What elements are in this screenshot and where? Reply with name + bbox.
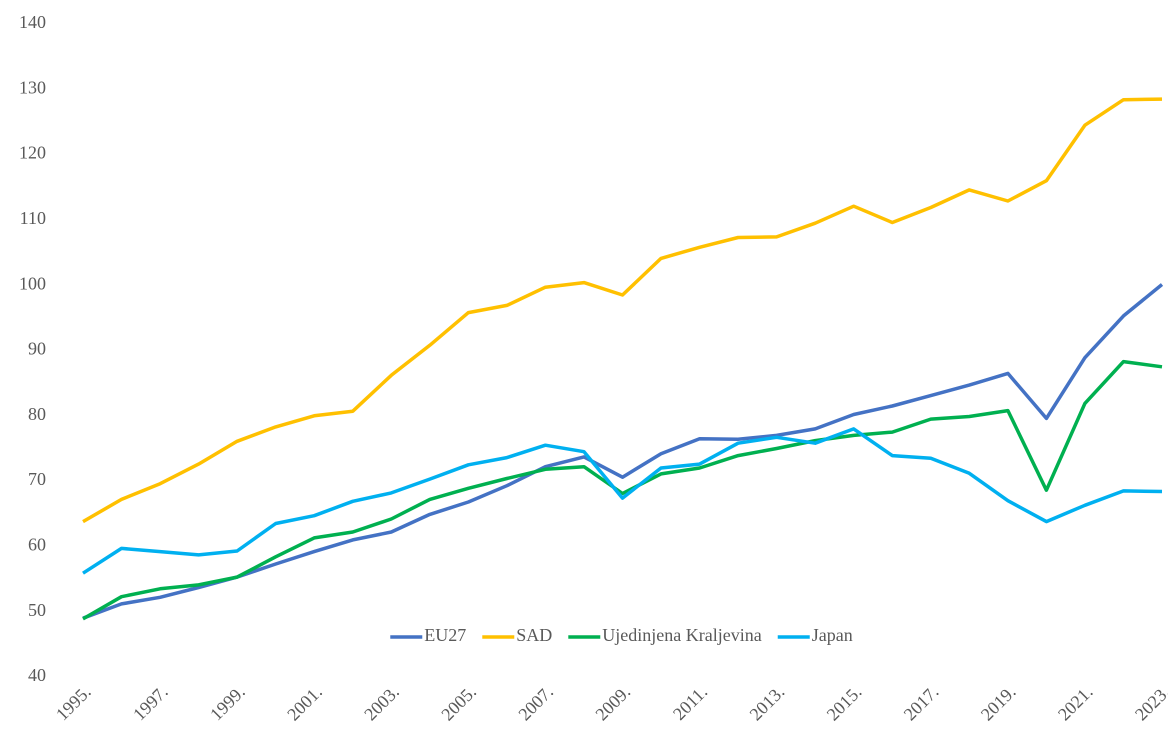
x-tick-label: 2007.: [514, 682, 557, 725]
y-tick-label: 140: [19, 12, 46, 32]
legend-label: Ujedinjena Kraljevina: [602, 625, 761, 645]
x-tick-label: 2003.: [360, 682, 403, 725]
x-tick-label: 2017.: [900, 682, 943, 725]
x-tick-label: 2019.: [977, 682, 1020, 725]
x-tick-label: 2023.: [1131, 682, 1168, 725]
x-tick-label: 2013.: [746, 682, 789, 725]
legend-label: Japan: [812, 625, 853, 645]
y-tick-label: 50: [28, 600, 46, 620]
x-tick-label: 2011.: [669, 682, 711, 724]
y-tick-label: 120: [19, 143, 46, 163]
series-line: [82, 97, 1163, 524]
y-tick-label: 110: [20, 208, 46, 228]
y-tick-label: 40: [28, 665, 46, 685]
series-line: [82, 427, 1163, 575]
x-tick-label: 2015.: [823, 682, 866, 725]
x-tick-label: 1997.: [129, 682, 172, 725]
series-line: [82, 283, 1164, 620]
y-tick-label: 60: [28, 535, 46, 555]
x-tick-label: 2021.: [1054, 682, 1097, 725]
y-tick-label: 100: [19, 273, 46, 293]
y-tick-label: 80: [28, 404, 46, 424]
x-tick-label: 1995.: [52, 682, 95, 725]
x-tick-label: 2005.: [437, 682, 480, 725]
y-tick-label: 90: [28, 339, 46, 359]
y-tick-label: 130: [19, 77, 46, 97]
x-tick-label: 2009.: [591, 682, 634, 725]
x-tick-label: 2001.: [283, 682, 326, 725]
y-tick-label: 70: [28, 469, 46, 489]
legend-label: SAD: [516, 625, 552, 645]
x-tick-label: 1999.: [206, 682, 249, 725]
legend-label: EU27: [424, 625, 466, 645]
series-line: [82, 359, 1163, 621]
